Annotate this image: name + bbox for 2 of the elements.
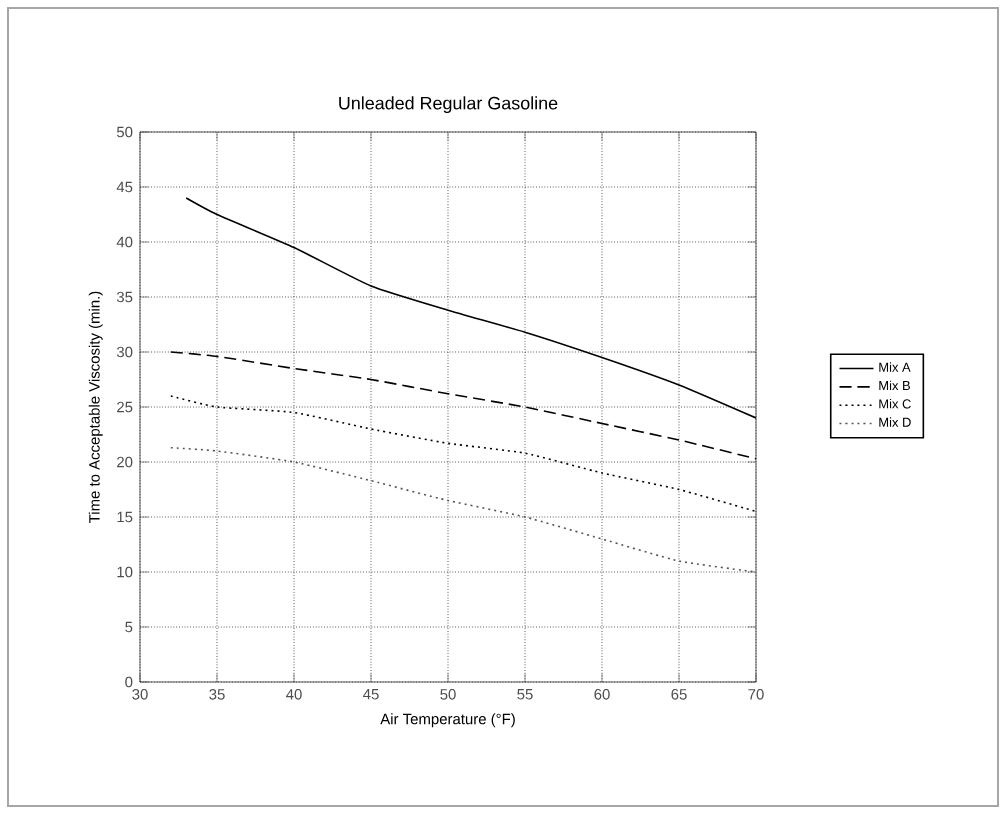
chart-title: Unleaded Regular Gasoline xyxy=(339,96,558,114)
line-series xyxy=(170,446,757,573)
